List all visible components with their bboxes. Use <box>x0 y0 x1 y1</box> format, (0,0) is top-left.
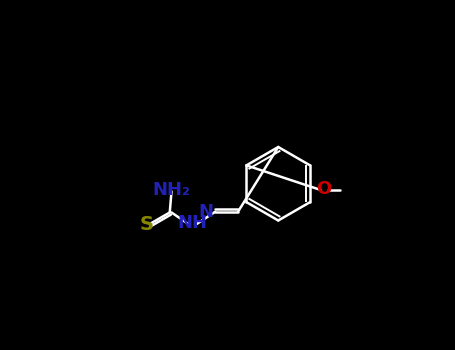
Text: NH₂: NH₂ <box>152 181 191 199</box>
Text: S: S <box>139 215 153 233</box>
Text: NH: NH <box>177 214 207 232</box>
Text: N: N <box>198 203 213 221</box>
Text: O: O <box>316 180 331 198</box>
